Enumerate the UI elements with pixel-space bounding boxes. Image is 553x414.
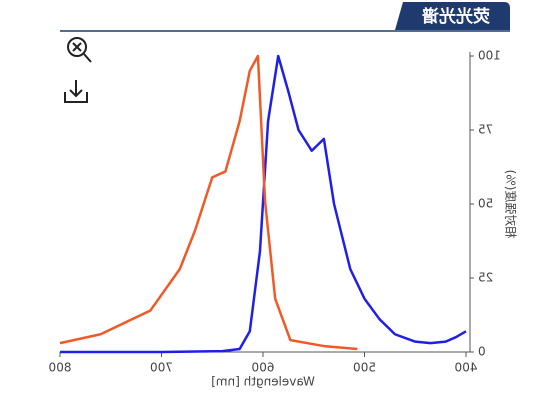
x-tick-label: 400 — [455, 361, 478, 375]
title-tab — [395, 2, 510, 30]
x-axis-label: Wavelength [nm] — [211, 375, 315, 389]
y-tick-label: 25 — [478, 271, 493, 285]
x-tick-label: 700 — [150, 361, 173, 375]
x-tick-label: 500 — [353, 361, 376, 375]
series-line — [60, 54, 467, 354]
y-tick-label: 100 — [478, 49, 501, 63]
series-line — [59, 54, 358, 351]
y-tick-label: 0 — [478, 345, 486, 359]
download-icon[interactable] — [64, 80, 88, 103]
y-tick-label: 50 — [478, 197, 493, 211]
x-tick-label: 600 — [252, 361, 275, 375]
y-axis-label: 相对强度(%) — [504, 170, 519, 239]
x-tick-label: 800 — [49, 361, 72, 375]
zoom-icon[interactable] — [67, 37, 92, 63]
chart-title: 荧光光谱 — [422, 6, 490, 27]
y-tick-label: 75 — [478, 123, 493, 137]
